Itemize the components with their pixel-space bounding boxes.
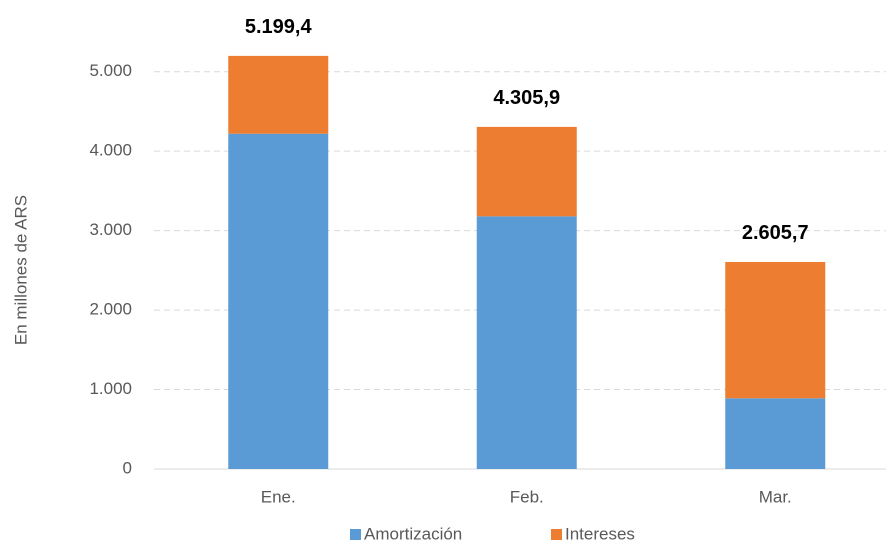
bar-segment: [228, 133, 329, 469]
bar-segment: [725, 261, 826, 399]
bar-segment: [725, 398, 826, 469]
y-axis-label: En millones de ARS: [11, 195, 30, 345]
y-tick-label: 2.000: [89, 300, 132, 319]
legend-label: Amortización: [364, 524, 462, 543]
x-tick-label: Feb.: [510, 487, 544, 506]
total-label: 2.605,7: [742, 222, 809, 244]
y-tick-label: 5.000: [89, 61, 132, 80]
y-tick-label: 3.000: [89, 220, 132, 239]
bar-segment: [476, 216, 577, 469]
legend-swatch: [551, 529, 562, 540]
y-tick-label: 4.000: [89, 141, 132, 160]
bar-segment: [228, 55, 329, 134]
bar-segment: [476, 126, 577, 217]
total-label: 4.305,9: [493, 87, 560, 109]
y-tick-label: 0: [123, 458, 132, 477]
y-tick-label: 1.000: [89, 379, 132, 398]
legend-swatch: [350, 529, 361, 540]
x-tick-label: Ene.: [261, 487, 296, 506]
x-tick-label: Mar.: [759, 487, 792, 506]
legend-label: Intereses: [565, 524, 635, 543]
total-label: 5.199,4: [245, 16, 313, 38]
